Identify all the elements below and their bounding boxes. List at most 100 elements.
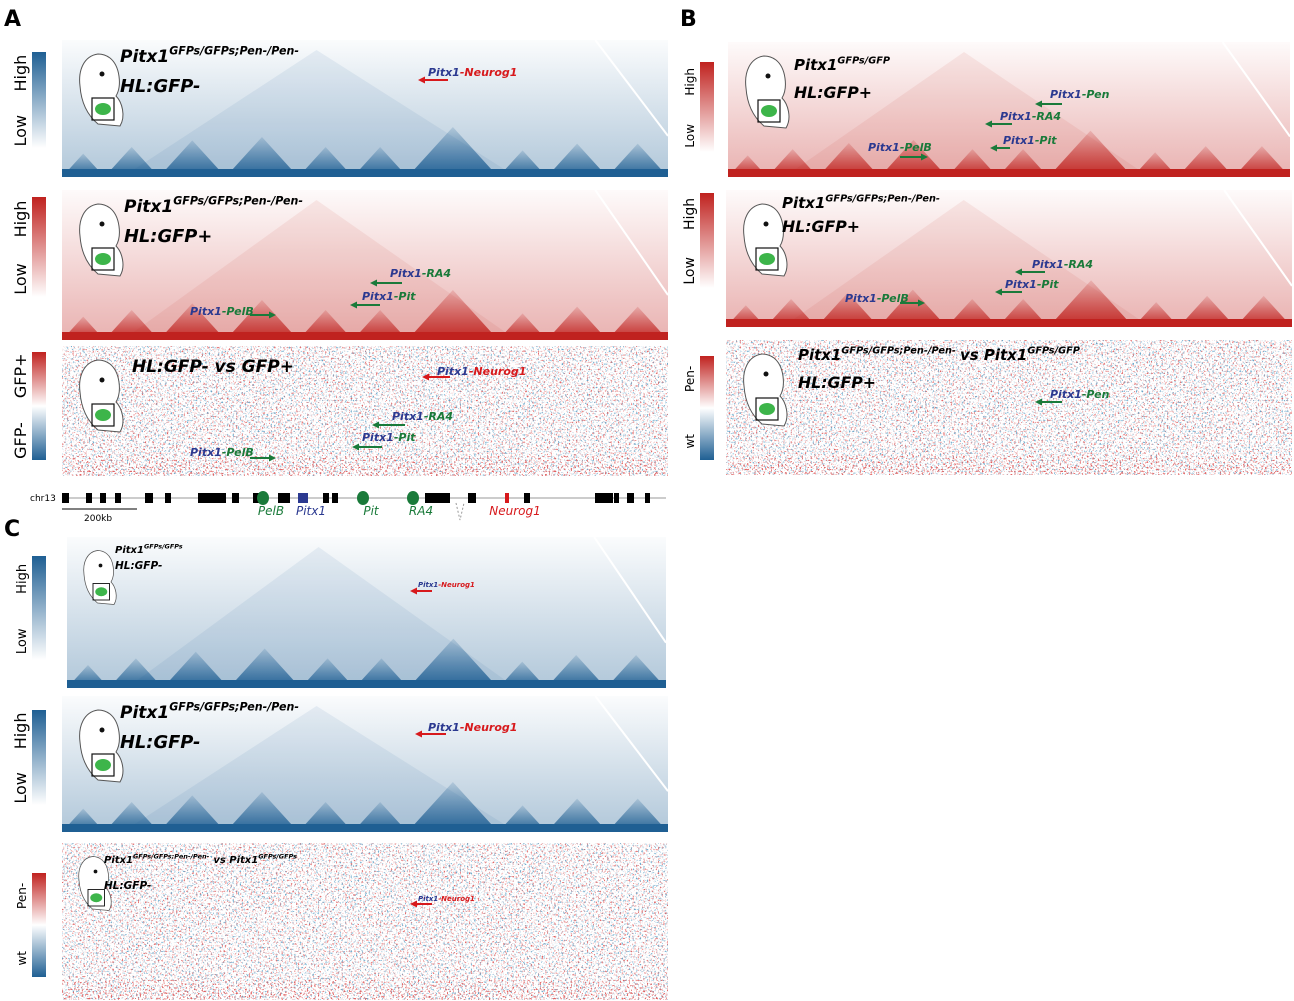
- annotation-target: -Neurog1: [438, 895, 475, 903]
- annotation-gene: Pitx1: [190, 305, 222, 318]
- annotation-label: Pitx1-Neurog1: [418, 581, 475, 589]
- annotation-target: -PelB: [222, 305, 254, 318]
- title-superscript: GFPs/GFPs;Pen-/Pen-: [133, 853, 210, 861]
- annotation-gene: Pitx1: [362, 431, 394, 444]
- element-marker: [257, 491, 269, 505]
- annotation-gene: Pitx1: [868, 141, 900, 154]
- colorbar: [32, 556, 46, 660]
- gene-block: [323, 493, 329, 503]
- deletion-mark: [456, 503, 464, 520]
- annotation-label: Pitx1-PelB: [190, 446, 254, 459]
- embryo-eye: [766, 74, 771, 79]
- annotation-target: -Neurog1: [469, 365, 527, 378]
- colorbar: [32, 52, 46, 148]
- annotation-label: Pitx1-RA4: [1000, 110, 1061, 123]
- annotation-gene: Pitx1: [190, 446, 222, 459]
- title-text: Pitx1: [104, 855, 133, 866]
- gene-block: [100, 493, 106, 503]
- element-label: Pitx1: [296, 504, 326, 518]
- condition-label: HL:GFP+: [124, 226, 212, 247]
- annotation-label: Pitx1-RA4: [1032, 258, 1093, 271]
- element-label: Neurog1: [489, 504, 541, 518]
- page: AHighLowPitx1GFPs/GFPs;Pen-/Pen-HL:GFP-P…: [0, 0, 1294, 1001]
- title-text: Pitx1: [120, 703, 169, 723]
- annotation-target: -Pit: [1035, 134, 1057, 147]
- annotation-target: -RA4: [1032, 110, 1061, 123]
- annotation-label: Pitx1-RA4: [392, 410, 453, 423]
- title-text: Pitx1: [124, 197, 173, 217]
- title-text: vs Pitx1: [960, 346, 1027, 364]
- title-text: Pitx1: [782, 194, 825, 212]
- scale-label-top: High: [11, 55, 30, 92]
- annotation-label: Pitx1-Pit: [1003, 134, 1057, 147]
- hindlimb: [761, 105, 777, 117]
- hindlimb: [759, 253, 775, 265]
- element-marker: [298, 493, 308, 503]
- annotation-gene: Pitx1: [1005, 278, 1037, 291]
- scale-label-top: High: [15, 564, 30, 594]
- title-superscript: GFPs/GFPs;Pen-/Pen-: [173, 194, 303, 207]
- gene-block: [425, 493, 450, 503]
- embryo-eye: [99, 564, 103, 568]
- colorbar: [700, 356, 714, 460]
- condition-label: HL:GFP-: [120, 76, 200, 97]
- title-text: HL:GFP- vs GFP+: [132, 357, 294, 377]
- hindlimb: [95, 103, 111, 115]
- title-superscript: GFPs/GFPs: [258, 853, 297, 861]
- annotation-label: Pitx1-PelB: [845, 292, 909, 305]
- element-marker: [505, 493, 509, 503]
- gene-block: [232, 493, 239, 503]
- title-superscript: GFPs/GFPs;Pen-/Pen-: [169, 44, 299, 57]
- diagonal-band: [62, 824, 668, 832]
- annotation-gene: Pitx1: [428, 721, 460, 734]
- colorbar: [32, 352, 46, 460]
- element-marker: [407, 491, 419, 505]
- annotation-label: Pitx1-RA4: [390, 267, 451, 280]
- embryo-eye: [100, 222, 105, 227]
- title-superscript: GFPs/GFPs;Pen-/Pen-: [825, 193, 940, 204]
- embryo-eye: [764, 222, 769, 227]
- gene-block: [627, 493, 634, 503]
- annotation-gene: Pitx1: [1003, 134, 1035, 147]
- embryo-eye: [764, 372, 769, 377]
- condition-label: HL:GFP+: [794, 83, 872, 102]
- map-title: HL:GFP- vs GFP+: [132, 357, 294, 377]
- diagonal-band: [726, 319, 1292, 327]
- figure: AHighLowPitx1GFPs/GFPs;Pen-/Pen-HL:GFP-P…: [0, 0, 1294, 1001]
- element-label: Pit: [363, 504, 380, 518]
- scale-label-bottom: wt: [683, 434, 697, 449]
- scale-label-top: High: [683, 68, 697, 96]
- gene-block: [332, 493, 338, 503]
- embryo-eye: [94, 870, 98, 874]
- diagonal-band: [62, 169, 668, 177]
- scale-label-bottom: Low: [682, 257, 698, 285]
- colorbar: [700, 62, 714, 152]
- scale-label-bottom: Low: [15, 628, 30, 654]
- title-superscript: GFPs/GFP: [837, 55, 890, 66]
- hindlimb: [95, 253, 111, 265]
- hindlimb: [95, 759, 111, 771]
- noise-red-band: [726, 465, 1292, 475]
- scale-label-top: High: [682, 198, 698, 230]
- colorbar: [700, 193, 714, 288]
- gene-block: [645, 493, 650, 503]
- annotation-label: Pitx1-PelB: [190, 305, 254, 318]
- gene-block: [524, 493, 530, 503]
- annotation-target: -RA4: [422, 267, 451, 280]
- annotation-gene: Pitx1: [362, 290, 394, 303]
- annotation-target: -Pit: [394, 431, 416, 444]
- title-text: Pitx1: [115, 545, 144, 556]
- annotation-gene: Pitx1: [390, 267, 422, 280]
- annotation-gene: Pitx1: [845, 292, 877, 305]
- title-text: Pitx1: [798, 346, 841, 364]
- scale-label-bottom: Low: [11, 263, 30, 295]
- scale-label-top: High: [11, 201, 30, 238]
- annotation-label: Pitx1-Pit: [362, 290, 416, 303]
- gene-block: [614, 493, 619, 503]
- noise-blue: [62, 843, 668, 1000]
- gene-block: [62, 493, 69, 503]
- hic-map: [62, 843, 668, 1000]
- gene-block: [468, 493, 476, 503]
- hindlimb: [95, 409, 111, 421]
- annotation-gene: Pitx1: [1050, 388, 1082, 401]
